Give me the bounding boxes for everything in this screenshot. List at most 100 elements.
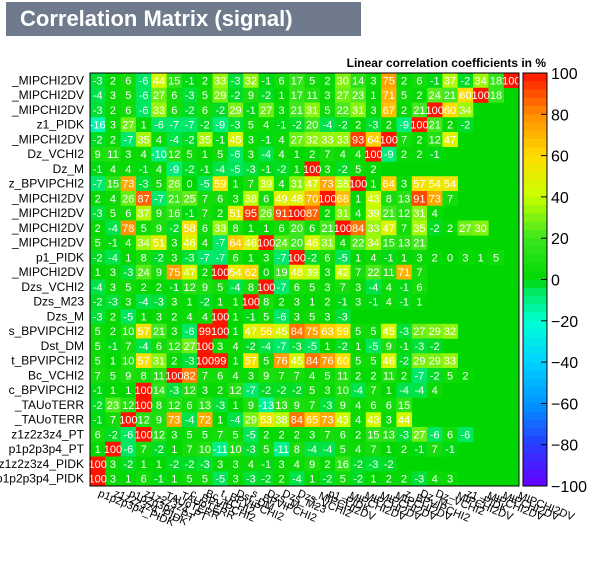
heatmap-cell-value: 3 xyxy=(324,282,330,294)
heatmap-cell-value: 1 xyxy=(217,297,223,309)
heatmap-cell-value: 100 xyxy=(134,385,152,397)
heatmap-cell-value: 3 xyxy=(156,311,162,323)
heatmap-cell xyxy=(120,132,137,148)
heatmap-cell xyxy=(335,161,351,177)
heatmap-cell-value: 3 xyxy=(125,297,131,309)
heatmap-cell xyxy=(473,87,489,103)
heatmap-cell-value: 3 xyxy=(462,252,468,264)
heatmap-cell xyxy=(289,427,305,443)
heatmap-cell-value: 33 xyxy=(214,223,226,235)
heatmap-cell xyxy=(273,309,290,325)
heatmap-cell xyxy=(335,146,351,162)
heatmap-cell xyxy=(365,368,382,384)
heatmap-cell-value: 84 xyxy=(306,356,318,368)
heatmap-cell xyxy=(411,102,428,118)
heatmap-cell xyxy=(120,368,137,384)
heatmap-cell-value: 4 xyxy=(125,238,131,250)
heatmap-cell-value: -2 xyxy=(353,474,363,486)
heatmap-cell-value: 2 xyxy=(110,326,116,338)
heatmap-cell xyxy=(396,250,413,266)
heatmap-cell-value: 2 xyxy=(462,370,468,382)
heatmap-cell-value: 12 xyxy=(183,282,195,294)
heatmap-cell-value: 1 xyxy=(248,252,254,264)
heatmap-cell-value: 7 xyxy=(110,415,116,427)
heatmap-cell xyxy=(181,294,198,310)
heatmap-cell xyxy=(197,73,213,89)
colorbar-segment xyxy=(523,296,547,305)
heatmap-cell xyxy=(151,146,167,162)
heatmap-cell-value: 7 xyxy=(217,429,223,441)
heatmap-cell-value: 1 xyxy=(309,297,315,309)
heatmap-cell-value: 100 xyxy=(134,429,152,441)
heatmap-cell xyxy=(396,279,413,295)
heatmap-cell-value: 3 xyxy=(110,120,116,132)
heatmap-cell xyxy=(350,161,367,177)
heatmap-cell-value: 21 xyxy=(444,90,456,102)
heatmap-cell-value: 1 xyxy=(125,252,131,264)
colorbar-segment xyxy=(523,196,547,206)
heatmap-cell-value: 5 xyxy=(202,429,208,441)
heatmap-cell xyxy=(319,250,336,266)
heatmap-cell-value: 2 xyxy=(370,164,376,176)
heatmap-cell xyxy=(427,73,443,89)
heatmap-cell-value: 6 xyxy=(416,75,422,87)
heatmap-cell xyxy=(135,441,152,457)
heatmap-cell xyxy=(120,73,137,89)
heatmap-cell xyxy=(243,294,259,310)
heatmap-cell-value: 5 xyxy=(355,164,361,176)
heatmap-cell-value: 3 xyxy=(248,370,254,382)
heatmap-cell xyxy=(273,441,290,457)
heatmap-cell xyxy=(350,102,367,118)
heatmap-cell-value: -2 xyxy=(246,341,256,353)
heatmap-cell-value: 3 xyxy=(232,474,238,486)
heatmap-cell xyxy=(319,264,336,280)
heatmap-cell xyxy=(227,102,244,118)
heatmap-cell-value: 5 xyxy=(217,282,223,294)
heatmap-cell xyxy=(151,471,167,487)
colorbar-segment xyxy=(523,139,547,148)
colorbar-segment xyxy=(523,188,547,198)
heatmap-cell-value: 29 xyxy=(429,326,441,338)
heatmap-cell-value: 3 xyxy=(171,252,177,264)
heatmap-cell-value: 9 xyxy=(156,208,162,220)
heatmap-cell xyxy=(120,117,137,133)
heatmap-cell-value: 4 xyxy=(355,208,361,220)
heatmap-cell-value: 0 xyxy=(187,179,193,191)
heatmap-cell-value: 1 xyxy=(232,400,238,412)
heatmap-cell xyxy=(181,235,198,251)
heatmap-cell xyxy=(151,73,167,89)
heatmap-cell-value: 3 xyxy=(447,474,453,486)
plot-frame xyxy=(89,72,520,487)
heatmap-cell-value: 2 xyxy=(263,429,269,441)
heatmap-cell-value: 3 xyxy=(416,252,422,264)
row-label: Dz_M xyxy=(53,162,84,176)
heatmap-cell-value: 3 xyxy=(370,75,376,87)
heatmap-cell xyxy=(135,368,152,384)
heatmap-cell-value: 11 xyxy=(383,370,394,382)
heatmap-cell xyxy=(181,161,198,177)
heatmap-cell-value: 1 xyxy=(232,311,238,323)
heatmap-cell xyxy=(197,471,213,487)
heatmap-cell-value: 6 xyxy=(309,223,315,235)
heatmap-cell xyxy=(396,441,413,457)
heatmap-cell-value: -2 xyxy=(185,459,195,471)
heatmap-cell xyxy=(181,471,198,487)
colorbar-segment xyxy=(523,205,547,214)
heatmap-cell-value: -4 xyxy=(231,282,241,294)
heatmap-cell-value: 1 xyxy=(202,149,208,161)
heatmap-cell-value: 5 xyxy=(370,356,376,368)
heatmap-cell xyxy=(457,220,474,236)
heatmap-cell xyxy=(105,353,121,369)
heatmap-cell xyxy=(197,294,213,310)
heatmap-cell xyxy=(105,176,121,192)
heatmap-cell-value: -1 xyxy=(139,164,149,176)
heatmap-cell-value: 6 xyxy=(217,193,223,205)
heatmap-cell-value: 5 xyxy=(355,356,361,368)
heatmap-cell xyxy=(350,397,367,413)
heatmap-cell-value: 9 xyxy=(263,370,269,382)
row-label: Dst_DM xyxy=(41,339,84,353)
heatmap-cell-value: -1 xyxy=(261,75,271,87)
colorbar-segment xyxy=(523,246,547,256)
heatmap-cell-value: 21 xyxy=(291,105,303,117)
heatmap-cell-value: -4 xyxy=(307,444,317,456)
